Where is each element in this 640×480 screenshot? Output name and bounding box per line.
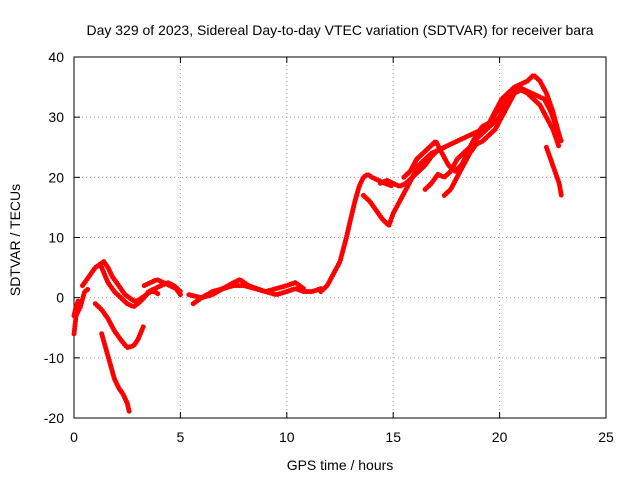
x-tick-label: 25 — [598, 429, 614, 445]
series-arc-j — [318, 171, 396, 295]
x-axis-label: GPS time / hours — [287, 457, 394, 473]
y-tick-label: 20 — [48, 169, 64, 185]
y-tick-label: -20 — [44, 410, 64, 426]
axis-ticks: 0 5 10 15 20 25 -20 -10 0 10 20 30 40 — [44, 49, 614, 445]
series-arc-e — [92, 301, 147, 351]
data-series — [71, 72, 564, 415]
x-tick-label: 0 — [70, 429, 78, 445]
series-arc-f — [99, 331, 132, 415]
y-tick-label: 40 — [48, 49, 64, 65]
x-tick-label: 5 — [177, 429, 185, 445]
x-tick-label: 10 — [279, 429, 295, 445]
y-tick-label: 30 — [48, 109, 64, 125]
series-arc-g — [141, 277, 183, 298]
series-arc-n — [422, 72, 562, 192]
series-arc-i — [186, 277, 307, 301]
grid-lines — [74, 57, 606, 418]
x-tick-label: 15 — [385, 429, 401, 445]
y-axis-label: SDTVAR / TECUs — [7, 184, 23, 296]
series-arc-b — [71, 298, 81, 319]
series-arc-a — [71, 286, 92, 337]
chart-title: Day 329 of 2023, Sidereal Day-to-day VTE… — [86, 22, 593, 38]
y-tick-label: -10 — [44, 350, 64, 366]
x-tick-label: 20 — [492, 429, 508, 445]
series-arc-k — [360, 144, 447, 228]
series-arc-m — [401, 84, 564, 180]
y-tick-label: 0 — [56, 290, 64, 306]
series-arc-o — [441, 87, 562, 198]
series-arc-p — [543, 144, 564, 198]
y-tick-label: 10 — [48, 230, 64, 246]
